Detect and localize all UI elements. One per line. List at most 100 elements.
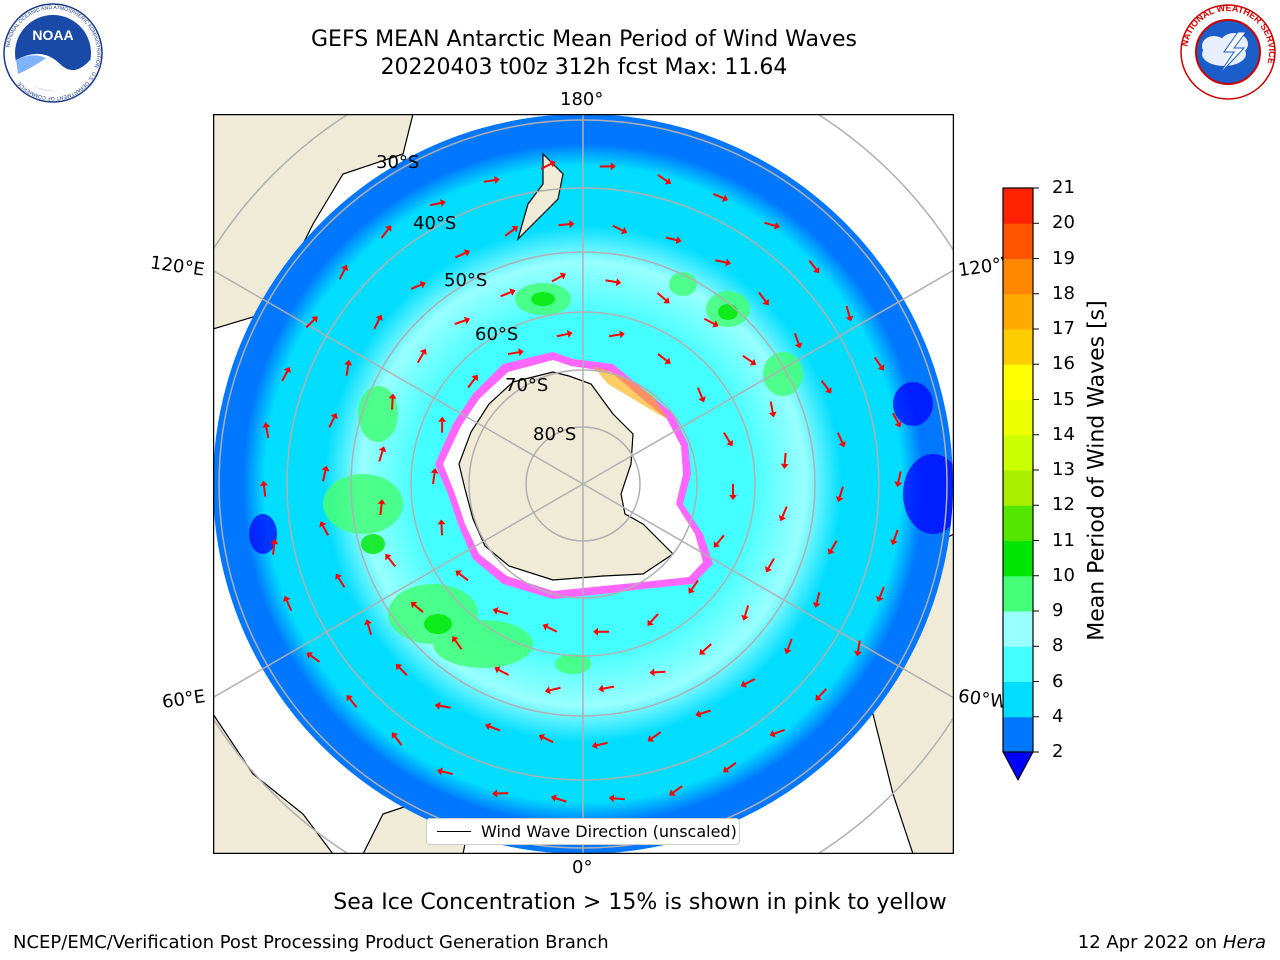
wind-wave-arrow-head <box>311 316 318 323</box>
wind-wave-arrow <box>378 450 384 462</box>
wind-wave-arrow-head <box>569 220 575 229</box>
wind-wave-arrow-head <box>765 566 772 573</box>
footer-branch: NCEP/EMC/Verification Post Processing Pr… <box>13 932 609 953</box>
wind-wave-arrow <box>549 686 561 692</box>
colorbar-tick-label: 11 <box>1052 529 1075 551</box>
wind-wave-arrow-head <box>825 387 832 394</box>
wind-wave-arrow <box>556 332 568 338</box>
wind-wave-arrow <box>657 353 668 362</box>
wind-wave-arrow-head <box>647 619 654 626</box>
wind-wave-arrow-head <box>549 160 556 168</box>
colorbar-tick-label: 15 <box>1052 388 1075 410</box>
wind-wave-arrow-head <box>762 298 769 306</box>
colorbar-tick-label: 13 <box>1052 459 1075 480</box>
noaa-logo: NOAA NATIONAL OCEANIC AND ATMOSPHERIC AD… <box>3 3 103 103</box>
map-legend: Wind Wave Direction (unscaled) <box>426 818 740 845</box>
wind-wave-arrow <box>897 471 902 483</box>
wind-wave-arrow-head <box>385 225 392 232</box>
wind-wave-arrow <box>387 557 397 568</box>
wind-wave-arrow <box>410 283 422 290</box>
wind-wave-arrow-head <box>559 272 567 280</box>
wind-wave-arrow <box>391 398 394 410</box>
wind-wave-arrow <box>838 486 844 498</box>
wind-wave-arrow-head <box>471 374 478 382</box>
colorbar-tick-label: 16 <box>1052 353 1075 375</box>
wind-wave-arrow <box>602 685 615 690</box>
wind-wave-arrow-head <box>494 176 500 184</box>
land-new-zealand <box>516 152 564 242</box>
colorbar <box>1002 187 1039 782</box>
wind-wave-arrow-head <box>419 281 426 289</box>
wind-wave-arrow-head <box>419 348 427 356</box>
wind-wave-arrow <box>322 470 327 482</box>
wind-wave-arrow <box>696 387 704 399</box>
wind-wave-arrow-head <box>378 446 387 453</box>
wind-wave-arrow-head <box>877 364 885 371</box>
colorbar-band <box>1003 399 1033 436</box>
wind-wave-arrow-head <box>688 587 695 594</box>
wind-wave-arrow-head <box>610 162 616 171</box>
wind-wave-arrow <box>672 785 683 794</box>
wind-wave-arrow-head <box>385 553 392 561</box>
wind-wave-arrow-head <box>321 465 330 472</box>
wind-wave-arrow <box>394 735 403 746</box>
wind-wave-arrow <box>786 638 793 650</box>
wind-wave-arrow <box>656 292 667 301</box>
wind-wave-arrow-head <box>769 729 776 738</box>
wind-wave-arrow <box>265 426 270 439</box>
wind-wave-arrow-head <box>364 619 372 626</box>
wind-wave-arrow <box>605 279 617 284</box>
wind-wave-arrow <box>458 572 469 582</box>
wind-wave-arrow-head <box>511 226 519 233</box>
colorbar-tick-label: 20 <box>1052 212 1075 234</box>
wind-wave-arrow <box>716 534 725 545</box>
lon-label-0: 0° <box>572 857 593 878</box>
wind-wave-arrow-head <box>455 570 462 577</box>
wind-wave-arrow-head <box>346 694 353 702</box>
colorbar-tick-label: 4 <box>1052 705 1064 727</box>
lat-label-60s: 60°S <box>475 324 519 345</box>
colorbar-band <box>1003 364 1033 400</box>
wind-wave-arrow <box>703 317 715 325</box>
wind-wave-arrow <box>379 503 383 516</box>
wind-wave-arrow <box>546 625 558 633</box>
wind-wave-arrow <box>432 472 436 485</box>
wind-wave-arrow <box>818 688 828 698</box>
wind-wave-arrow <box>367 623 373 635</box>
noaa-logo-text: NOAA <box>32 27 73 43</box>
wind-wave-arrow <box>612 224 624 232</box>
wind-wave-arrow-head <box>890 539 898 546</box>
wind-wave-arrow <box>808 260 817 270</box>
wind-wave-arrow <box>690 579 699 591</box>
wind-wave-arrow <box>440 524 444 536</box>
wind-wave-arrow <box>820 380 830 391</box>
wind-wave-arrow <box>783 452 787 465</box>
wind-wave-arrow-head <box>566 330 573 338</box>
wind-wave-arrow-head <box>430 468 439 474</box>
wind-wave-arrow-head <box>494 666 501 674</box>
wind-wave-arrow-head <box>591 741 598 750</box>
wind-wave-arrow-head <box>330 412 338 420</box>
wind-wave-arrow <box>398 666 408 677</box>
wind-wave-arrow-head <box>306 652 313 659</box>
wind-wave-arrow <box>504 228 515 237</box>
colorbar-band <box>1003 505 1033 541</box>
colorbar-tick-label: 21 <box>1052 177 1075 198</box>
wind-wave-arrow-head <box>375 314 383 321</box>
wind-wave-arrow <box>723 432 731 443</box>
footer-date: 12 Apr 2022 on Hera <box>1077 932 1266 953</box>
wind-wave-arrow-head <box>774 221 780 230</box>
colorbar-band <box>1003 258 1033 295</box>
wind-wave-arrow-head <box>729 495 737 500</box>
colorbar-tick-label: 12 <box>1052 494 1075 516</box>
wind-wave-arrow <box>781 506 788 518</box>
wind-wave-arrow-head <box>615 278 622 287</box>
wind-wave-arrow-head <box>440 198 446 207</box>
colorbar-tick-label: 18 <box>1052 282 1075 304</box>
land-australia <box>213 114 414 330</box>
wind-wave-arrow-head <box>619 330 625 339</box>
wind-wave-arrow-head <box>698 396 706 403</box>
wind-wave-arrow <box>702 643 712 653</box>
wind-wave-arrow-head <box>259 480 268 487</box>
wind-wave-arrow-head <box>410 601 418 609</box>
